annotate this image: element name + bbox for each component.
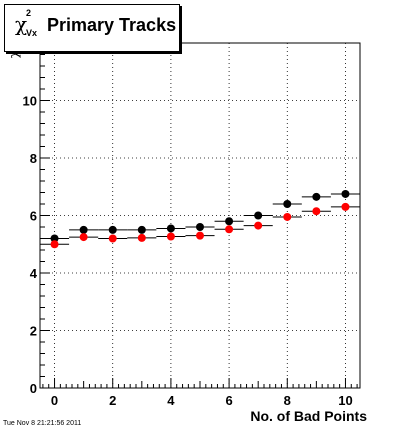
series-0-point xyxy=(254,211,263,220)
series-0-point xyxy=(166,224,175,233)
series-0-point xyxy=(79,225,88,234)
x-tick-label: 8 xyxy=(284,393,291,408)
series-0-point xyxy=(50,234,59,243)
series-1-point xyxy=(225,225,234,234)
series-1-point xyxy=(137,233,146,242)
series-0-point xyxy=(137,225,146,234)
series-1-point xyxy=(166,232,175,241)
y-tick-label: 0 xyxy=(30,381,37,396)
series-1-point xyxy=(254,221,263,230)
tick-layer xyxy=(40,42,358,389)
series-0-point xyxy=(225,217,234,226)
y-axis-label-symbol: χ xyxy=(7,50,22,58)
timestamp: Tue Nov 8 21:21:56 2011 xyxy=(3,420,82,427)
y-tick-label: 8 xyxy=(30,151,37,166)
series-0-point xyxy=(283,200,292,208)
y-tick-label: 4 xyxy=(30,266,38,281)
title-subscript: Vx xyxy=(26,28,38,38)
x-tick-label: 2 xyxy=(109,393,116,408)
data-layer xyxy=(40,189,360,249)
series-1-point xyxy=(108,234,117,243)
y-tick-label: 6 xyxy=(30,209,37,224)
title-symbol: χ xyxy=(15,12,28,36)
x-axis-label: No. of Bad Points xyxy=(250,408,367,424)
series-1-point xyxy=(341,202,350,211)
label-layer: 0 2 4 6 8 10 0 2 4 6 8 10 xyxy=(23,94,353,409)
series-0-point xyxy=(108,225,117,234)
x-tick-label: 4 xyxy=(167,393,175,408)
series-0-point xyxy=(341,189,350,198)
series-1-point xyxy=(312,207,321,216)
series-1-point xyxy=(79,233,88,242)
chart-title: Primary Tracks xyxy=(47,15,177,35)
x-tick-label: 6 xyxy=(225,393,232,408)
y-tick-label: 2 xyxy=(30,324,37,339)
series-1-point xyxy=(50,240,59,249)
grid-layer xyxy=(40,43,360,389)
series-1-point xyxy=(196,231,204,240)
title-superscript: 2 xyxy=(26,8,32,18)
x-tick-label: 10 xyxy=(338,393,352,408)
y-tick-label: 10 xyxy=(23,94,37,109)
x-tick-label: 0 xyxy=(51,393,58,408)
title-box: χ 2 Vx Primary Tracks xyxy=(4,4,180,52)
series-0-point xyxy=(196,223,204,231)
series-0-point xyxy=(312,192,321,201)
series-1-point xyxy=(283,212,292,221)
